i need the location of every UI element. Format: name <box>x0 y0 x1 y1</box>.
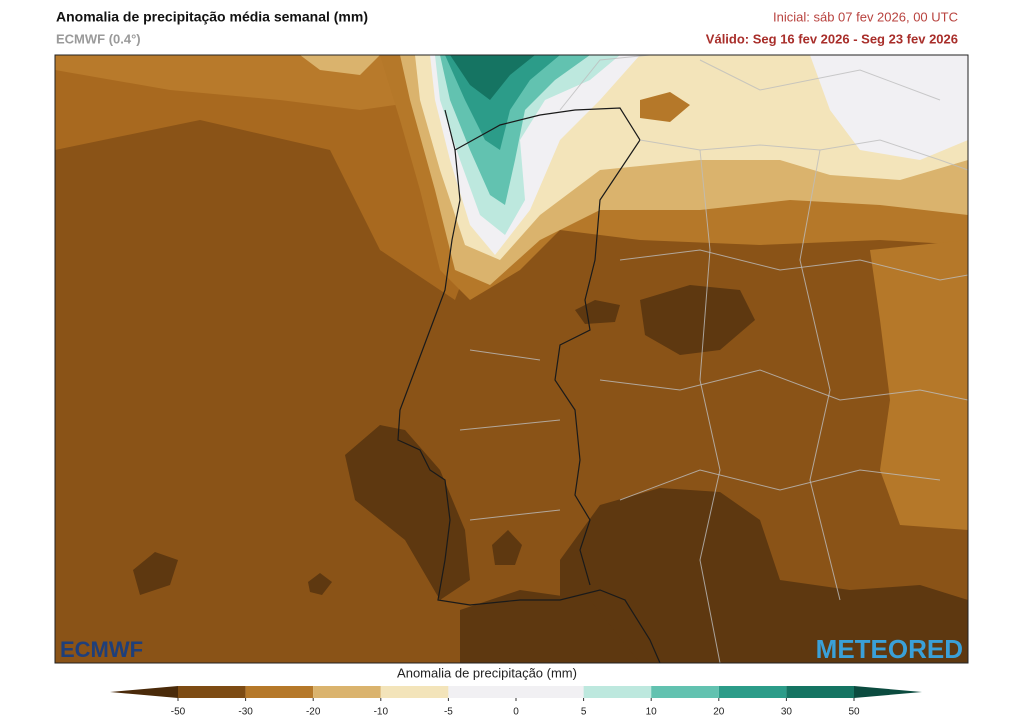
colorbar-segment <box>516 686 584 698</box>
logo-meteored: METEORED <box>816 634 963 664</box>
title: Anomalia de precipitação média semanal (… <box>56 9 368 25</box>
colorbar-segment <box>651 686 719 698</box>
colorbar-tick-label: -5 <box>444 707 453 718</box>
colorbar-segment <box>718 686 787 698</box>
map-frame <box>54 54 969 664</box>
colorbar-tick-label: -30 <box>238 707 253 718</box>
colorbar-segment <box>178 686 246 698</box>
valid-period: Válido: Seg 16 fev 2026 - Seg 23 fev 202… <box>706 31 958 46</box>
colorbar-tick-label: 50 <box>848 707 860 718</box>
colorbar-tick-label: -50 <box>171 707 186 718</box>
colorbar-label: Anomalia de precipitação (mm) <box>397 665 577 680</box>
colorbar-tick-label: 5 <box>581 707 587 718</box>
initial-date: Inicial: sáb 07 fev 2026, 00 UTC <box>773 9 958 24</box>
colorbar-segment <box>448 686 516 698</box>
colorbar-tick-label: -10 <box>374 707 389 718</box>
map <box>55 55 968 663</box>
colorbar: -50 -30 -20 -10 -5 0 5 10 20 30 50 <box>110 686 922 718</box>
colorbar-low-end <box>110 686 178 698</box>
colorbar-tick-label: 30 <box>781 707 793 718</box>
colorbar-tick-label: 20 <box>713 707 725 718</box>
colorbar-segment <box>380 686 449 698</box>
colorbar-segment <box>786 686 854 698</box>
colorbar-tick-label: 0 <box>513 707 519 718</box>
colorbar-high-end <box>854 686 922 698</box>
colorbar-segment <box>583 686 652 698</box>
subtitle: ECMWF (0.4°) <box>56 31 141 46</box>
colorbar-tick-label: 10 <box>646 707 658 718</box>
logo-ecmwf: ECMWF <box>60 637 143 662</box>
colorbar-segment <box>313 686 381 698</box>
colorbar-tick-label: -20 <box>306 707 321 718</box>
colorbar-segment <box>245 686 314 698</box>
